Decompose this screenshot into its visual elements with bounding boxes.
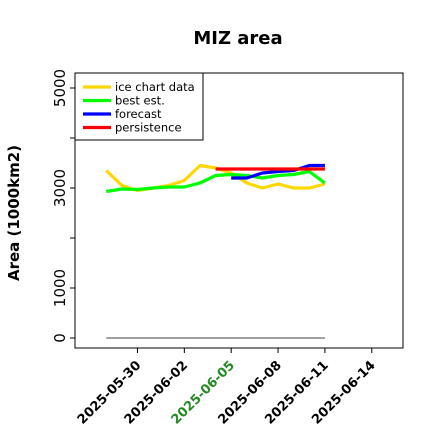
y-tick-label: 1000 [51,269,69,307]
y-axis-label: Area (1000km2) [5,145,23,281]
legend-box [74,72,204,141]
series-layer [105,163,326,339]
legend-label: best est. [115,94,165,108]
y-tick-label: 0 [51,333,69,343]
series-line-best-est- [105,169,326,194]
chart-title: MIZ area [193,28,282,49]
plot-frame [74,72,404,349]
legend-label: ice chart data [115,80,195,94]
series-line-forecast [231,163,325,180]
legend-label: persistence [115,121,182,135]
legend-label: forecast [115,107,162,121]
y-tick-label: 3000 [51,169,69,207]
y-tick-label: 5000 [51,69,69,107]
